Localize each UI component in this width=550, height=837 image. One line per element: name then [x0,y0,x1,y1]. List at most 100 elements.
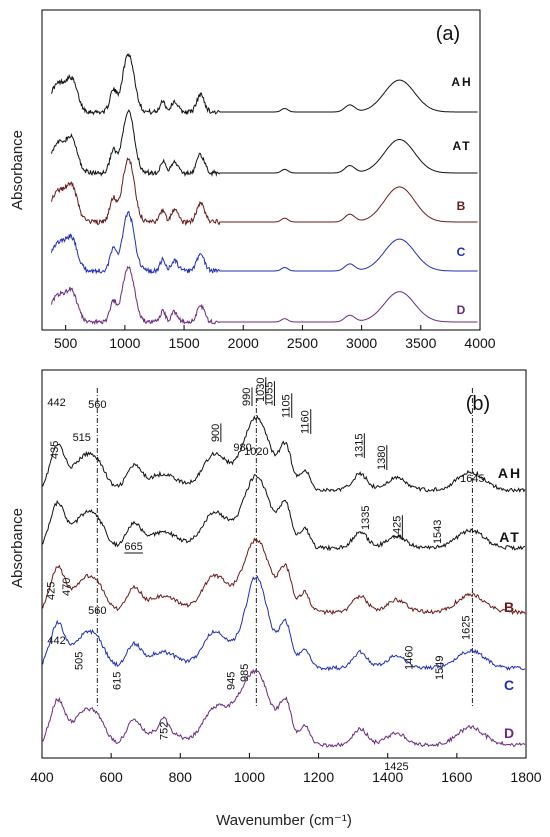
panel-a: 500 1000 1500 2000 2500 3000 3500 4000 AHATBCD … [9,9,496,351]
peak-annotation: 665 [124,541,143,554]
peak-annotation-label: 1055 [263,381,275,405]
panel-a-x-tick-label: 4000 [464,335,495,351]
peak-annotation-label: 1105 [281,394,293,418]
panel-a-series-label-d: D [457,303,468,317]
panel-b-series-b [42,537,526,616]
panel-b-series-ah [42,414,526,493]
panel-b-x-tick-label: 800 [169,769,193,785]
panel-a-x-tick-label: 1500 [168,335,199,351]
panel-a-series-label-ah: AH [451,75,472,89]
peak-annotation-label: 442 [47,635,65,647]
panel-a-curves [51,52,478,326]
peak-annotation-label: 1425 [384,761,408,773]
peak-annotation-label: 985 [239,664,251,682]
peak-annotation-label: 1335 [360,505,372,529]
peak-annotation-label: 515 [73,432,91,444]
peak-annotation: 425 [46,582,58,600]
peak-annotation-label: 442 [47,397,65,409]
panel-a-y-axis-label: Absorbance [9,130,26,210]
panel-a-label: (a) [436,23,460,45]
peak-annotation: 470 [61,578,73,596]
peak-annotation-label: 560 [88,605,106,617]
peak-annotation-label: 1645 [460,473,484,485]
peak-annotation: 560 [88,399,106,411]
panel-a-series-label-at: AT [452,139,471,153]
panel-a-x-tick-label: 500 [54,335,78,351]
panel-b-x-axis-label: Wavenumber (cm⁻¹) [216,812,352,829]
peak-annotation-label: 1020 [244,446,268,458]
panel-b-frame [41,369,527,759]
peak-annotation: 1105 [281,393,293,418]
peak-annotation-label: 752 [159,722,171,740]
panel-a-x-axis: 500 1000 1500 2000 2500 3000 3500 4000 [54,325,496,351]
peak-annotation-label: 945 [225,672,237,690]
peak-annotation-label: 425 [46,582,58,600]
panel-b-series-c [42,575,526,672]
peak-annotation: 1425 [384,761,408,773]
panel-b-label: (b) [466,393,490,415]
peak-annotation-label: 990 [241,388,253,406]
peak-annotation: 1625 [461,616,473,640]
peak-annotation-label: 1315 [353,433,365,457]
panel-b-series-label-at: AT [499,529,521,545]
peak-annotation: 615 [111,672,123,690]
peak-annotation: 945 [225,672,237,690]
peak-annotation-label: 1625 [461,616,473,640]
peak-annotation-label: 1425 [391,516,403,540]
peak-annotation: 1020 [244,446,268,458]
panel-a-series-labels: AH AT B C D [451,75,472,317]
panel-b-x-tick-label: 1000 [234,769,265,785]
peak-annotation: 505 [73,652,85,670]
peak-annotation-label: 1549 [434,655,446,679]
panel-a-series-label-b: B [457,199,468,213]
peak-annotation: 1549 [434,655,446,679]
panel-b-series-d [42,668,526,748]
panel-b: 400 600 800 1000 1200 1400 1600 1800 AH AT B C D 44… [9,369,542,829]
peak-annotation-label: 900 [210,424,222,442]
peak-annotation: 1380 [376,445,388,470]
peak-annotation-label: 1160 [300,410,312,434]
panel-b-series-at [42,474,526,552]
panel-a-series-d [51,265,478,326]
panel-b-x-tick-label: 400 [30,769,54,785]
peak-annotation: 900 [210,423,222,442]
peak-annotation: 435 [49,441,61,459]
peak-annotation-label: 435 [49,441,61,459]
panel-a-x-tick-label: 2000 [228,335,259,351]
peak-annotation-label: 505 [73,652,85,670]
panel-a-series-at [51,109,478,177]
panel-b-x-tick-label: 1200 [303,769,334,785]
peak-annotation-label: 470 [61,578,73,596]
panel-a-x-tick-label: 3000 [346,335,377,351]
peak-annotation-label: 980 [233,442,251,454]
panel-b-x-tick-label: 1400 [372,769,403,785]
peak-annotation-label: 560 [88,399,106,411]
peak-annotation-label: 615 [111,672,123,690]
peak-annotation: 1160 [300,409,312,434]
panel-a-series-label-c: C [457,245,468,259]
peak-annotation: 560 [88,605,106,617]
peak-annotation-label: 1543 [432,520,444,544]
peak-annotation: 515 [73,432,91,444]
panel-b-x-tick-label: 1800 [510,769,541,785]
peak-annotation-label: 665 [124,541,142,553]
panel-a-series-b [51,157,478,226]
panel-b-x-tick-label: 600 [99,769,123,785]
panel-b-series-label-d: D [504,725,516,741]
peak-annotation: 1460 [404,646,416,670]
panel-a-x-tick-label: 3500 [405,335,436,351]
panel-b-reference-lines [96,388,473,708]
panel-b-series-label-ah: AH [498,465,522,481]
peak-annotation: 1030 [255,377,267,402]
peak-annotation-label: 1380 [376,446,388,470]
peak-annotation: 1425 [391,515,403,540]
peak-annotation-label: 1030 [255,378,267,402]
peak-annotation: 1055 [263,381,275,406]
panel-a-x-tick-label: 2500 [287,335,318,351]
panel-b-x-axis: 400 600 800 1000 1200 1400 1600 1800 [30,753,542,785]
peak-annotation: 752 [159,722,171,740]
peak-annotation: 1315 [353,433,365,458]
